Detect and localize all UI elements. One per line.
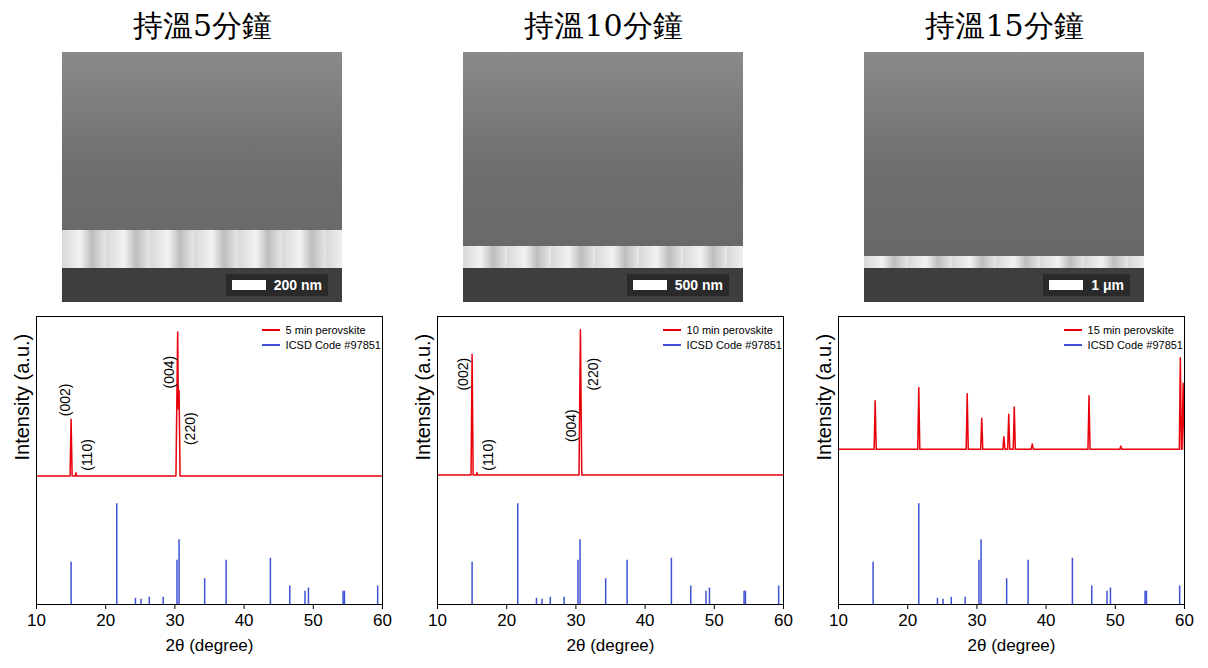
svg-text:60: 60: [1175, 611, 1194, 630]
svg-text:Intensity (a.u.): Intensity (a.u.): [813, 334, 835, 461]
html-text:1 μm: 1 μm: [1091, 277, 1124, 293]
svg-text:60: 60: [373, 611, 392, 630]
html-text:5 min perovskite: 5 min perovskite: [285, 323, 366, 336]
svg-text:2θ (degree): 2θ (degree): [166, 636, 254, 655]
html-text:ICSD Code #97851: ICSD Code #97851: [285, 338, 381, 351]
svg-text:(002): (002): [455, 358, 471, 391]
svg-text:30: 30: [165, 611, 184, 630]
html-text:ICSD Code #97851: ICSD Code #97851: [1087, 338, 1183, 351]
svg-text:Intensity (a.u.): Intensity (a.u.): [412, 334, 434, 461]
svg-text:50: 50: [304, 611, 323, 630]
svg-text:2θ (degree): 2θ (degree): [567, 636, 655, 655]
svg-text:50: 50: [705, 611, 724, 630]
svg-text:(002): (002): [57, 384, 73, 417]
svg-text:Intensity (a.u.): Intensity (a.u.): [11, 334, 33, 461]
svg-text:(220): (220): [585, 358, 601, 391]
svg-text:(110): (110): [78, 439, 94, 471]
svg-text:10: 10: [27, 611, 46, 630]
svg-text:10: 10: [829, 611, 848, 630]
svg-text:20: 20: [96, 611, 115, 630]
html-text:10 min perovskite: 10 min perovskite: [686, 323, 773, 336]
html-text:ICSD Code #97851: ICSD Code #97851: [686, 338, 782, 351]
svg-text:30: 30: [566, 611, 585, 630]
html-text:持溫10分鐘: 持溫10分鐘: [524, 8, 683, 43]
svg-text:(220): (220): [182, 412, 198, 445]
html-text:持溫5分鐘: 持溫5分鐘: [133, 8, 272, 43]
svg-text:40: 40: [1037, 611, 1056, 630]
svg-text:(004): (004): [161, 356, 177, 389]
html-text:200 nm: 200 nm: [273, 277, 322, 293]
svg-text:50: 50: [1106, 611, 1125, 630]
svg-text:20: 20: [898, 611, 917, 630]
html-text:15 min perovskite: 15 min perovskite: [1087, 323, 1174, 336]
svg-text:30: 30: [967, 611, 986, 630]
html-text:持溫15分鐘: 持溫15分鐘: [925, 8, 1084, 43]
svg-text:40: 40: [235, 611, 254, 630]
svg-text:(004): (004): [563, 409, 579, 442]
svg-text:(110): (110): [479, 439, 495, 471]
svg-text:20: 20: [497, 611, 516, 630]
svg-text:40: 40: [636, 611, 655, 630]
svg-text:10: 10: [428, 611, 447, 630]
svg-text:2θ (degree): 2θ (degree): [968, 636, 1056, 655]
svg-text:60: 60: [774, 611, 793, 630]
html-text:500 nm: 500 nm: [674, 277, 723, 293]
